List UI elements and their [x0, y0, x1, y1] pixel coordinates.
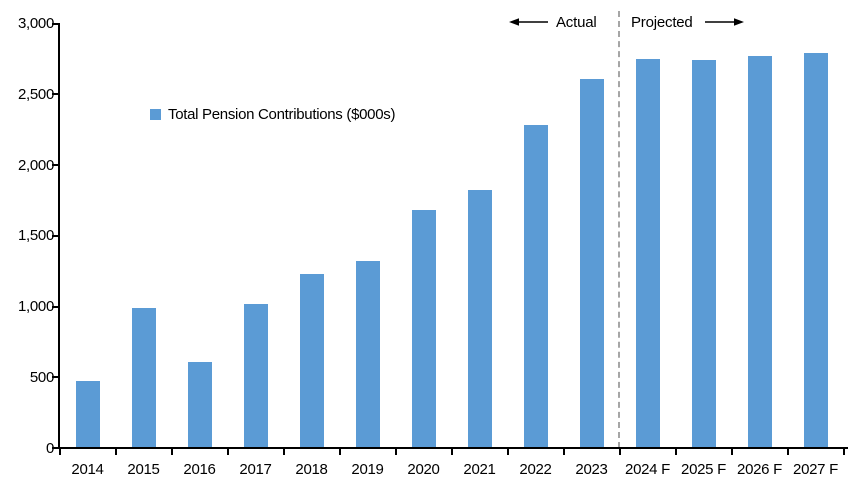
bar-2021 — [467, 190, 492, 448]
x-axis-category-label: 2014 — [71, 461, 104, 478]
x-axis-tick — [114, 449, 117, 455]
x-axis-tick — [618, 449, 621, 455]
y-axis-tick-label: 1,500 — [17, 227, 54, 245]
bar-2015 — [131, 307, 156, 448]
x-axis-tick — [450, 449, 453, 455]
x-axis-tick — [674, 449, 677, 455]
x-axis-tick — [842, 449, 845, 455]
x-axis-category-label: 2024 F — [625, 461, 670, 478]
legend-swatch-icon — [150, 109, 161, 120]
x-axis-tick — [786, 449, 789, 455]
bar-2026F — [747, 56, 772, 448]
x-axis-category-label: 2018 — [295, 461, 328, 478]
x-axis-category-label: 2022 — [519, 461, 552, 478]
projected-right-arrow-icon — [705, 18, 744, 26]
x-axis-line — [58, 447, 848, 449]
y-axis-tick — [52, 376, 58, 379]
bar-2022 — [523, 125, 548, 448]
y-axis-tick — [52, 447, 58, 449]
y-axis-line — [58, 23, 60, 449]
y-axis-tick — [52, 93, 58, 96]
legend: Total Pension Contributions ($000s) — [150, 106, 395, 123]
x-axis-tick — [394, 449, 397, 455]
y-axis-tick-label: 1,000 — [17, 298, 54, 315]
x-axis-category-label: 2026 F — [737, 461, 782, 478]
bar-2023 — [579, 78, 604, 448]
y-axis-tick — [52, 234, 58, 237]
x-axis-category-label: 2020 — [407, 461, 440, 478]
y-axis-tick-label: 2,500 — [17, 85, 54, 103]
y-axis-tick — [52, 164, 58, 166]
bar-2019 — [355, 261, 380, 448]
y-axis-tick — [52, 305, 58, 308]
bar-2017 — [243, 303, 268, 448]
x-axis-category-label: 2019 — [351, 461, 384, 478]
x-axis-category-label: 2017 — [239, 461, 272, 478]
bar-2027F — [803, 53, 828, 448]
bar-2018 — [299, 273, 324, 448]
x-axis-category-label: 2027 F — [793, 461, 838, 478]
x-axis-category-label: 2015 — [127, 461, 160, 478]
y-axis-tick-label: 2,000 — [17, 156, 54, 174]
x-axis-category-label: 2016 — [183, 461, 216, 478]
x-axis-tick — [730, 449, 733, 455]
x-axis-tick — [58, 449, 61, 455]
actual-projected-divider-line — [618, 11, 620, 448]
bar-2025F — [691, 60, 716, 448]
y-axis-tick-label: 500 — [29, 368, 54, 386]
x-axis-category-label: 2023 — [575, 461, 608, 478]
bar-2016 — [187, 361, 212, 448]
bar-2024F — [635, 58, 660, 448]
y-axis-tick-label: 3,000 — [17, 15, 54, 32]
actual-section-label: Actual — [556, 14, 597, 31]
y-axis-tick-label: 0 — [45, 439, 54, 457]
x-axis-tick — [170, 449, 173, 455]
y-axis-tick — [52, 22, 58, 25]
x-axis-category-label: 2021 — [463, 461, 496, 478]
x-axis-tick — [562, 449, 565, 455]
x-axis-tick — [226, 449, 229, 455]
x-axis-tick — [506, 449, 509, 455]
x-axis-tick — [338, 449, 341, 455]
projected-section-label: Projected — [631, 14, 693, 31]
actual-left-arrow-icon — [509, 18, 548, 26]
x-axis-tick — [282, 449, 285, 455]
bar-2020 — [411, 210, 436, 448]
bar-2014 — [75, 381, 100, 448]
legend-label: Total Pension Contributions ($000s) — [168, 106, 396, 123]
x-axis-category-label: 2025 F — [681, 461, 726, 478]
